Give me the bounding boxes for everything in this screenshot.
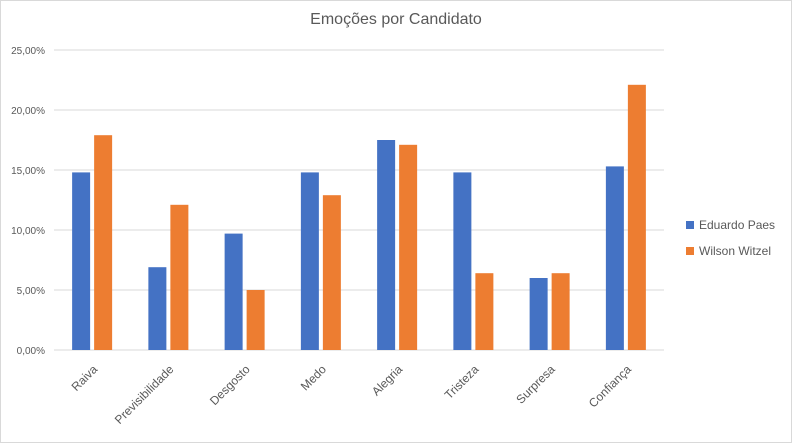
bar-raiva-series-2 bbox=[94, 135, 113, 350]
legend-item-series-2: Wilson Witzel bbox=[686, 244, 775, 258]
y-tick-label: 0,00% bbox=[17, 346, 45, 357]
x-tick-label: Medo bbox=[298, 362, 329, 393]
bar-tristeza-series-1 bbox=[453, 172, 472, 350]
bar-medo-series-2 bbox=[322, 195, 341, 350]
bar-tristeza-series-2 bbox=[475, 273, 494, 350]
legend-label-series-2: Wilson Witzel bbox=[699, 244, 772, 258]
bar-confiança-series-2 bbox=[627, 84, 646, 351]
y-tick-label: 15,00% bbox=[11, 166, 45, 177]
bar-medo-series-1 bbox=[300, 172, 319, 350]
bar-desgosto-series-2 bbox=[246, 290, 265, 350]
bar-raiva-series-1 bbox=[72, 172, 91, 350]
legend-swatch-series-2 bbox=[686, 247, 694, 255]
bars bbox=[72, 84, 646, 351]
y-tick-label: 5,00% bbox=[17, 286, 45, 297]
y-tick-label: 10,00% bbox=[11, 226, 45, 237]
chart-title: Emoções por Candidato bbox=[310, 11, 482, 28]
x-tick-label: Surpresa bbox=[513, 362, 558, 407]
legend-label-series-1: Eduardo Paes bbox=[699, 218, 776, 232]
gridlines bbox=[54, 49, 664, 351]
legend: Eduardo Paes Wilson Witzel bbox=[686, 218, 775, 270]
x-tick-label: Confiança bbox=[586, 362, 634, 410]
legend-item-series-1: Eduardo Paes bbox=[686, 218, 775, 232]
bar-previsibilidade-series-2 bbox=[170, 204, 189, 350]
x-tick-label: Desgosto bbox=[207, 362, 253, 408]
x-tick-label: Tristeza bbox=[442, 362, 482, 402]
x-axis-ticks: Raiva Previsibilidade Desgosto Medo Alegria T… bbox=[69, 362, 635, 427]
bar-desgosto-series-1 bbox=[224, 233, 243, 350]
bar-surpresa-series-2 bbox=[551, 273, 570, 350]
x-tick-label: Previsibilidade bbox=[112, 362, 177, 427]
x-tick-label: Raiva bbox=[69, 362, 101, 394]
legend-swatch-series-1 bbox=[686, 221, 694, 229]
bar-previsibilidade-series-1 bbox=[148, 267, 167, 350]
bar-confiança-series-1 bbox=[605, 166, 624, 350]
bar-surpresa-series-1 bbox=[529, 278, 548, 350]
bar-alegria-series-1 bbox=[377, 140, 396, 350]
bar-alegria-series-2 bbox=[399, 144, 418, 350]
y-tick-label: 25,00% bbox=[11, 46, 45, 57]
y-axis-ticks: 0,00% 5,00% 10,00% 15,00% 20,00% 25,00% bbox=[11, 46, 45, 357]
x-tick-label: Alegria bbox=[369, 362, 406, 399]
y-tick-label: 20,00% bbox=[11, 106, 45, 117]
